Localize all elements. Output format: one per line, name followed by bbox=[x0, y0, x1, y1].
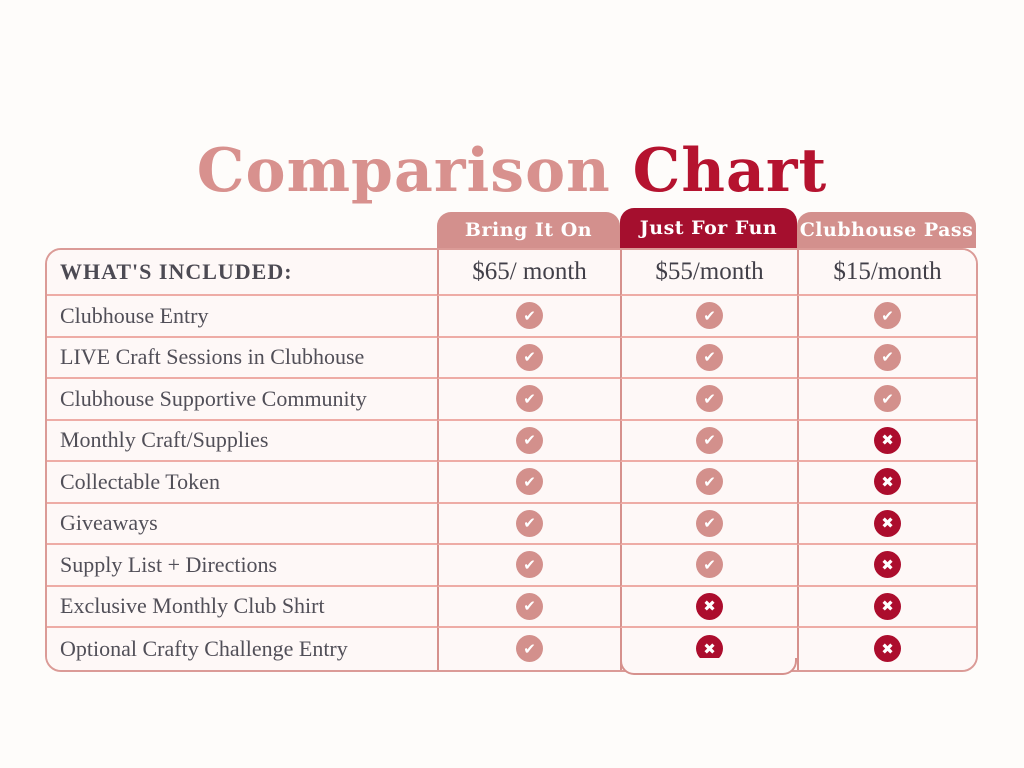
check-circle-icon bbox=[874, 385, 901, 413]
plan-feature-cell bbox=[797, 545, 976, 587]
plan-feature-cell bbox=[437, 503, 620, 545]
just-for-fun-card-bottom-edge bbox=[620, 658, 797, 675]
check-circle-icon bbox=[516, 426, 543, 454]
plan-feature-cell bbox=[620, 420, 797, 462]
plan-feature-cell bbox=[797, 420, 976, 462]
plan-feature-cell bbox=[797, 296, 976, 338]
check-circle-icon bbox=[516, 635, 543, 663]
feature-label: Supply List + Directions bbox=[47, 545, 437, 587]
plan-feature-cell bbox=[797, 379, 976, 421]
feature-label: Clubhouse Entry bbox=[47, 296, 437, 338]
whats-included-header: WHAT'S INCLUDED: bbox=[47, 250, 437, 296]
plan-feature-cell bbox=[620, 379, 797, 421]
check-circle-icon bbox=[516, 343, 543, 371]
plan-tab-bring-it-on: Bring It On bbox=[437, 212, 620, 248]
plan-tab-just-for-fun: Just For Fun bbox=[620, 208, 797, 248]
plan-tab-clubhouse-pass: Clubhouse Pass bbox=[797, 212, 976, 248]
plan-feature-cell bbox=[437, 420, 620, 462]
x-circle-icon bbox=[874, 426, 901, 454]
plan-feature-cell bbox=[620, 296, 797, 338]
plan-feature-cell bbox=[797, 462, 976, 504]
feature-label: Clubhouse Supportive Community bbox=[47, 379, 437, 421]
plan-feature-cell bbox=[620, 462, 797, 504]
page-title-trailing: Chart bbox=[632, 136, 828, 207]
x-circle-icon bbox=[874, 509, 901, 537]
plan-feature-cell bbox=[437, 462, 620, 504]
plan-feature-cell bbox=[620, 337, 797, 379]
plan-feature-cell bbox=[437, 628, 620, 670]
x-circle-icon bbox=[696, 592, 723, 620]
plan-feature-cell bbox=[437, 296, 620, 338]
plan-feature-cell bbox=[797, 337, 976, 379]
check-circle-icon bbox=[696, 343, 723, 371]
price-bring-it-on: $65/ month bbox=[437, 250, 620, 296]
feature-label: Giveaways bbox=[47, 503, 437, 545]
plan-feature-cell bbox=[797, 628, 976, 670]
check-circle-icon bbox=[516, 592, 543, 620]
plan-feature-cell bbox=[620, 503, 797, 545]
feature-label: Monthly Craft/Supplies bbox=[47, 420, 437, 462]
price-just-for-fun: $55/month bbox=[620, 250, 797, 296]
check-circle-icon bbox=[696, 302, 723, 330]
x-circle-icon bbox=[696, 635, 723, 663]
check-circle-icon bbox=[696, 468, 723, 496]
x-circle-icon bbox=[874, 551, 901, 579]
check-circle-icon bbox=[874, 343, 901, 371]
plan-feature-cell bbox=[437, 379, 620, 421]
plan-feature-cell bbox=[437, 337, 620, 379]
plan-feature-cell bbox=[437, 545, 620, 587]
check-circle-icon bbox=[874, 302, 901, 330]
x-circle-icon bbox=[874, 592, 901, 620]
check-circle-icon bbox=[516, 551, 543, 579]
comparison-table: WHAT'S INCLUDED: $65/ month $55/month $1… bbox=[45, 248, 978, 672]
feature-label: LIVE Craft Sessions in Clubhouse bbox=[47, 337, 437, 379]
plan-feature-cell bbox=[797, 503, 976, 545]
page-title-leading: Comparison bbox=[196, 136, 611, 207]
feature-label: Collectable Token bbox=[47, 462, 437, 504]
feature-label: Optional Crafty Challenge Entry bbox=[47, 628, 437, 670]
plan-feature-cell bbox=[620, 586, 797, 628]
plan-feature-cell bbox=[797, 586, 976, 628]
check-circle-icon bbox=[696, 385, 723, 413]
check-circle-icon bbox=[696, 551, 723, 579]
check-circle-icon bbox=[696, 426, 723, 454]
price-clubhouse-pass: $15/month bbox=[797, 250, 976, 296]
check-circle-icon bbox=[516, 509, 543, 537]
check-circle-icon bbox=[516, 385, 543, 413]
page-title: Comparison Chart bbox=[0, 138, 1024, 204]
x-circle-icon bbox=[874, 468, 901, 496]
check-circle-icon bbox=[696, 509, 723, 537]
x-circle-icon bbox=[874, 635, 901, 663]
comparison-table-area: Bring It On Just For Fun Clubhouse Pass … bbox=[45, 208, 978, 675]
plan-feature-cell bbox=[620, 545, 797, 587]
check-circle-icon bbox=[516, 468, 543, 496]
feature-label: Exclusive Monthly Club Shirt bbox=[47, 586, 437, 628]
check-circle-icon bbox=[516, 302, 543, 330]
plan-feature-cell bbox=[437, 586, 620, 628]
